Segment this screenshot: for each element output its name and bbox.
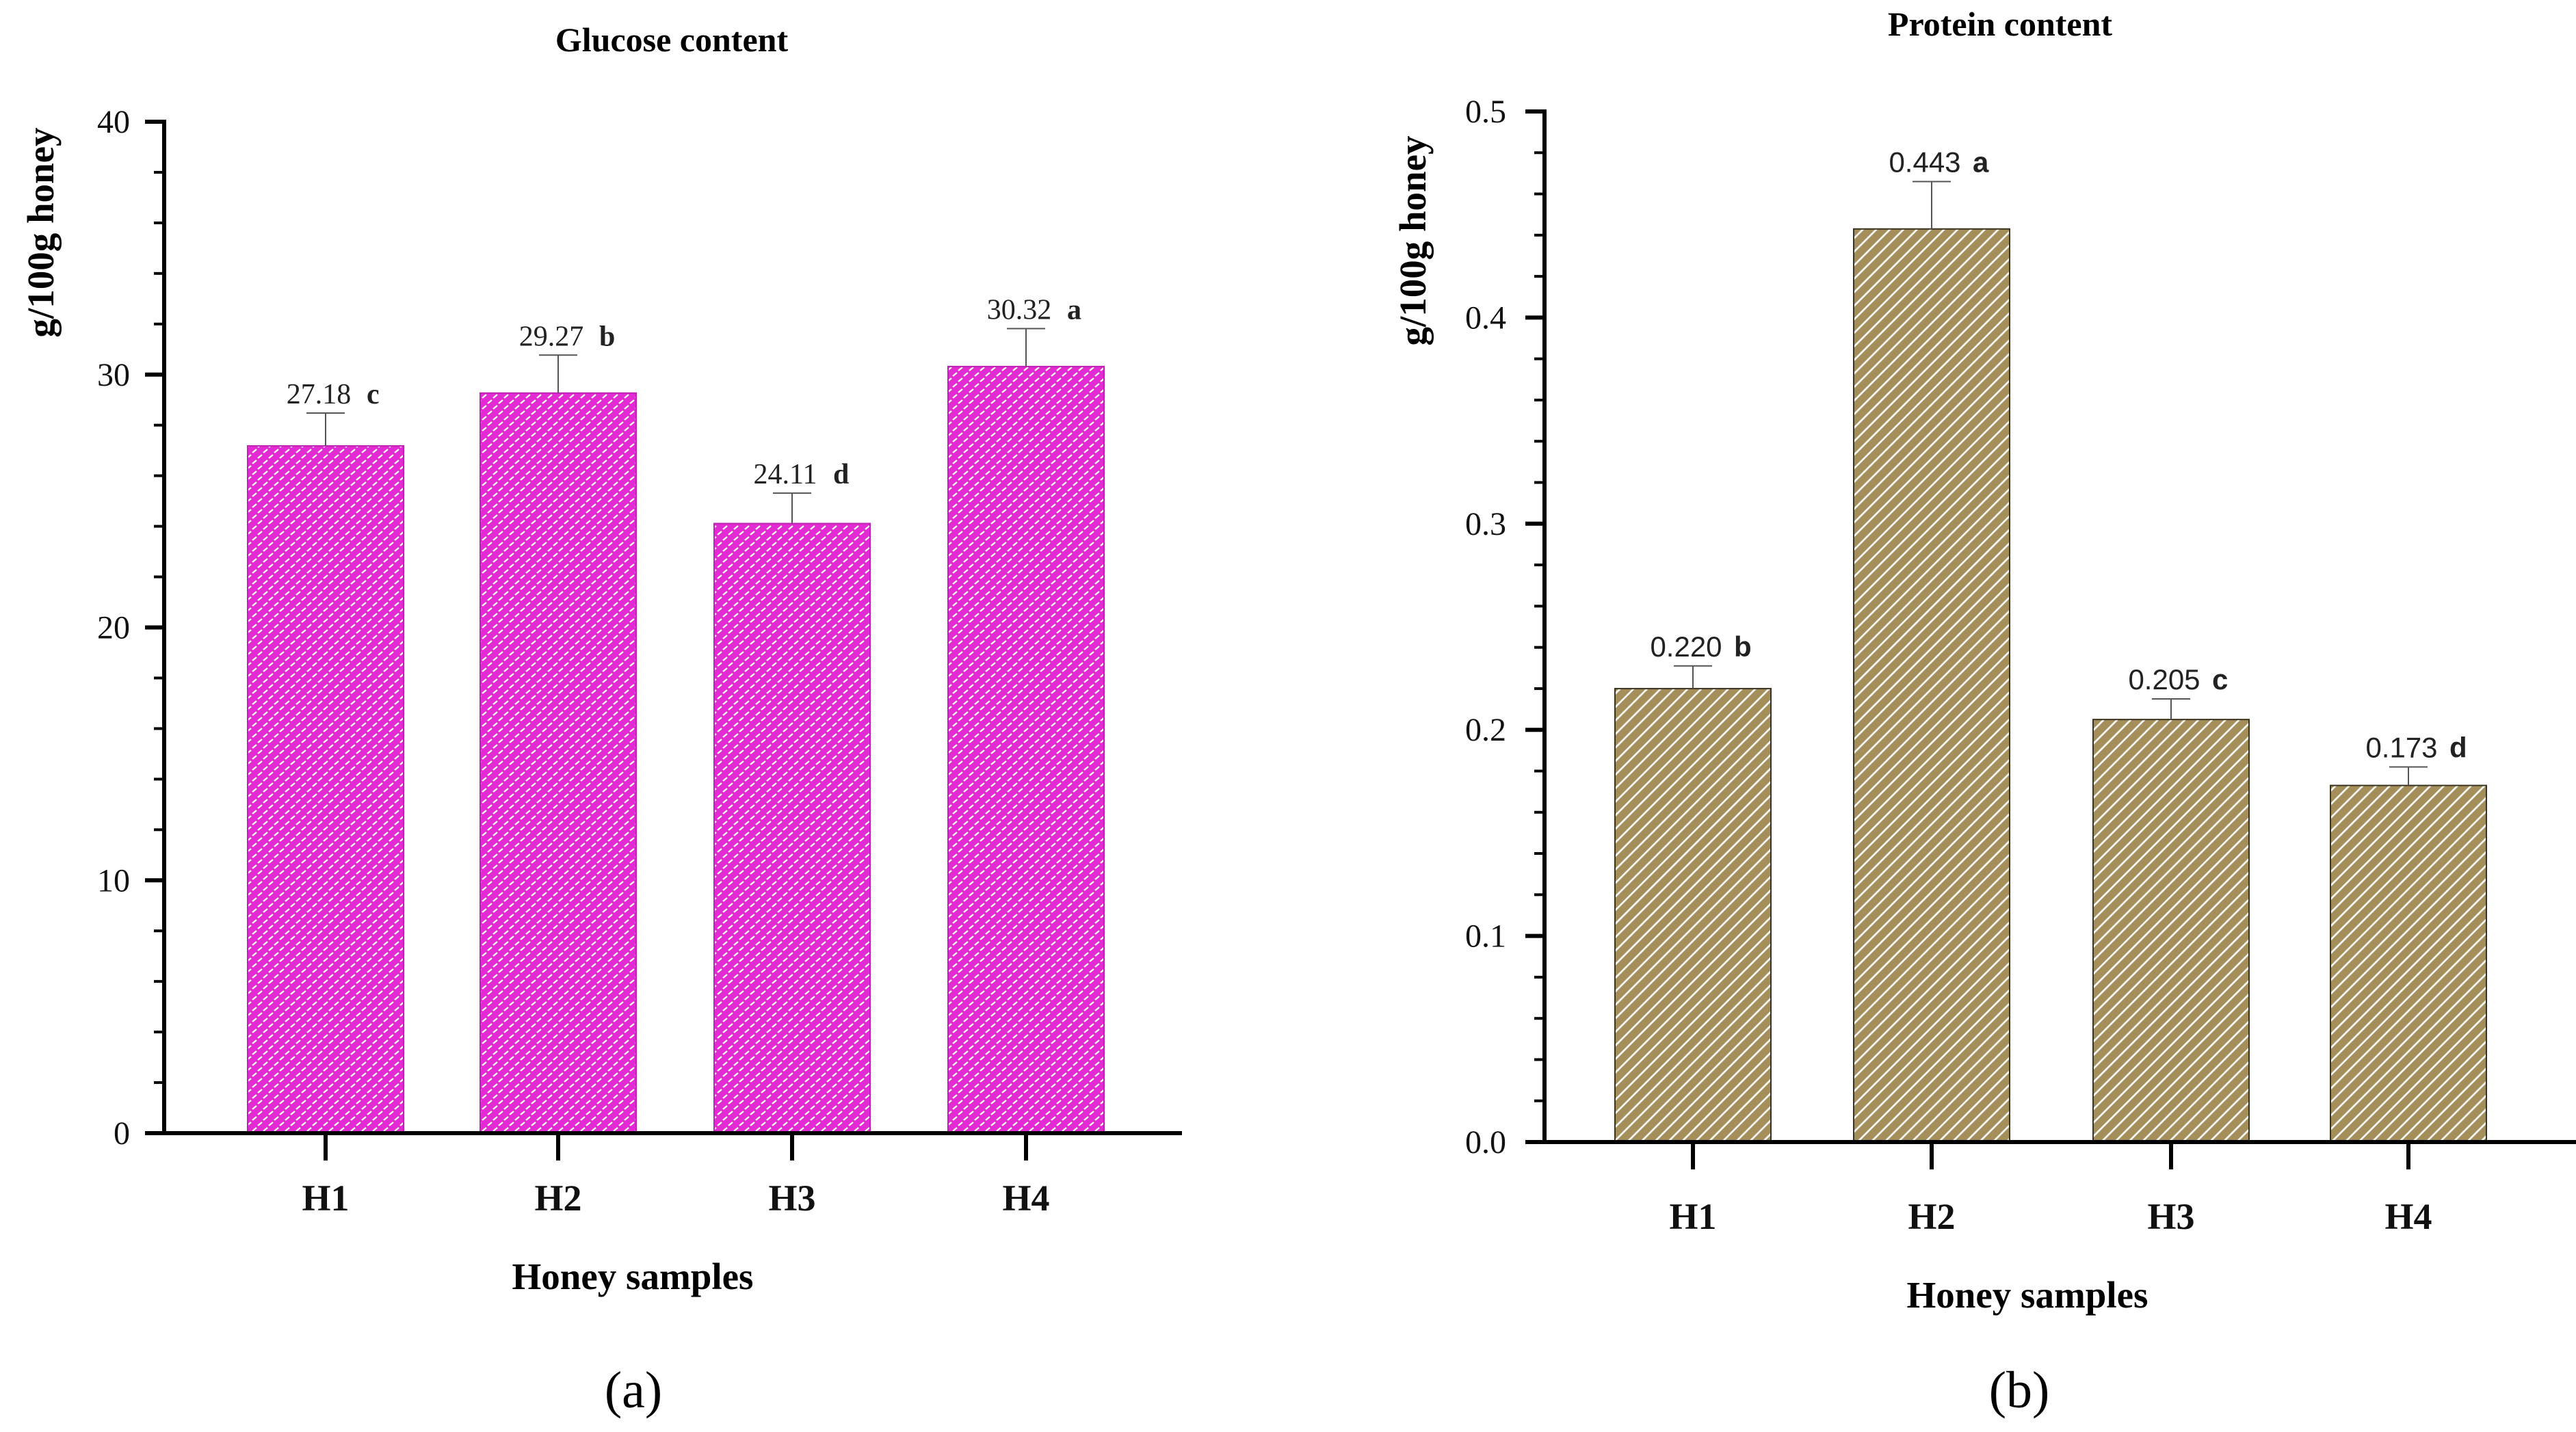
plot-area: 27.18 c 29.27 b 24.11 d 30.32 a 0 10 20 30 40 H1 H2 H3 H… bbox=[97, 104, 1182, 1219]
y-tick-label: 20 bbox=[97, 610, 130, 646]
data-label: 0.173 bbox=[2365, 731, 2437, 763]
panel-label-a: (a) bbox=[605, 1362, 662, 1419]
y-tick-label: 40 bbox=[97, 104, 130, 140]
significance-letter: b bbox=[599, 321, 615, 352]
bar bbox=[1614, 687, 1772, 1143]
bar bbox=[479, 392, 637, 1135]
y-tick-label: 0.3 bbox=[1465, 506, 1506, 542]
protein-chart: Protein content 0.220 b 0.443 a 0.205 c 0.173 d… bbox=[1392, 5, 2576, 1316]
significance-letter: a bbox=[1973, 146, 1989, 178]
glucose-chart: Glucose content 27.18 c 29.27 b 24.11 d 30.32 a… bbox=[20, 21, 1182, 1297]
significance-letter: c bbox=[367, 379, 380, 410]
bar bbox=[947, 365, 1105, 1135]
x-tick-label: H1 bbox=[1669, 1196, 1716, 1237]
data-label: 24.11 bbox=[754, 459, 817, 490]
y-tick-label: 0.4 bbox=[1465, 300, 1506, 336]
significance-letter: a bbox=[1067, 294, 1081, 326]
x-tick-label: H4 bbox=[1002, 1178, 1049, 1219]
x-tick-label: H2 bbox=[534, 1178, 581, 1219]
y-tick-label: 0.2 bbox=[1465, 712, 1506, 748]
significance-letter: b bbox=[1734, 631, 1752, 663]
bar bbox=[2330, 784, 2487, 1143]
data-label: 0.220 bbox=[1650, 631, 1722, 663]
plot-area: 0.220 b 0.443 a 0.205 c 0.173 d 0.0 0.1 0.2 0.3 0.4 0… bbox=[1465, 94, 2576, 1237]
data-label: 27.18 bbox=[287, 379, 352, 410]
x-tick-label: H1 bbox=[302, 1178, 349, 1219]
bar bbox=[247, 445, 404, 1134]
chart-title: Protein content bbox=[1888, 5, 2113, 43]
data-label: 30.32 bbox=[987, 294, 1052, 326]
bar bbox=[713, 522, 871, 1134]
y-tick-label: 0.0 bbox=[1465, 1124, 1506, 1161]
bar bbox=[1853, 228, 2010, 1143]
x-axis-label: Honey samples bbox=[512, 1256, 754, 1297]
x-tick-label: H3 bbox=[2147, 1196, 2194, 1237]
data-label: 0.443 bbox=[1889, 146, 1960, 178]
data-label: 29.27 bbox=[519, 321, 584, 352]
y-axis-label: g/100g honey bbox=[20, 127, 62, 337]
significance-letter: c bbox=[2212, 663, 2228, 695]
significance-letter: d bbox=[2449, 731, 2467, 763]
x-tick-label: H4 bbox=[2384, 1196, 2432, 1237]
x-axis-label: Honey samples bbox=[1907, 1274, 2148, 1316]
y-tick-label: 0 bbox=[114, 1115, 130, 1152]
panel-label-b: (b) bbox=[1989, 1362, 2050, 1419]
y-tick-label: 30 bbox=[97, 357, 130, 393]
data-label: 0.205 bbox=[2128, 663, 2200, 695]
x-tick-label: H2 bbox=[1908, 1196, 1955, 1237]
x-tick-label: H3 bbox=[768, 1178, 815, 1219]
chart-title: Glucose content bbox=[555, 21, 789, 59]
significance-letter: d bbox=[833, 459, 849, 490]
y-axis-label: g/100g honey bbox=[1392, 135, 1434, 345]
bar bbox=[2092, 719, 2250, 1143]
y-tick-label: 0.1 bbox=[1465, 918, 1506, 955]
y-tick-label: 0.5 bbox=[1465, 94, 1506, 130]
y-tick-label: 10 bbox=[97, 862, 130, 899]
